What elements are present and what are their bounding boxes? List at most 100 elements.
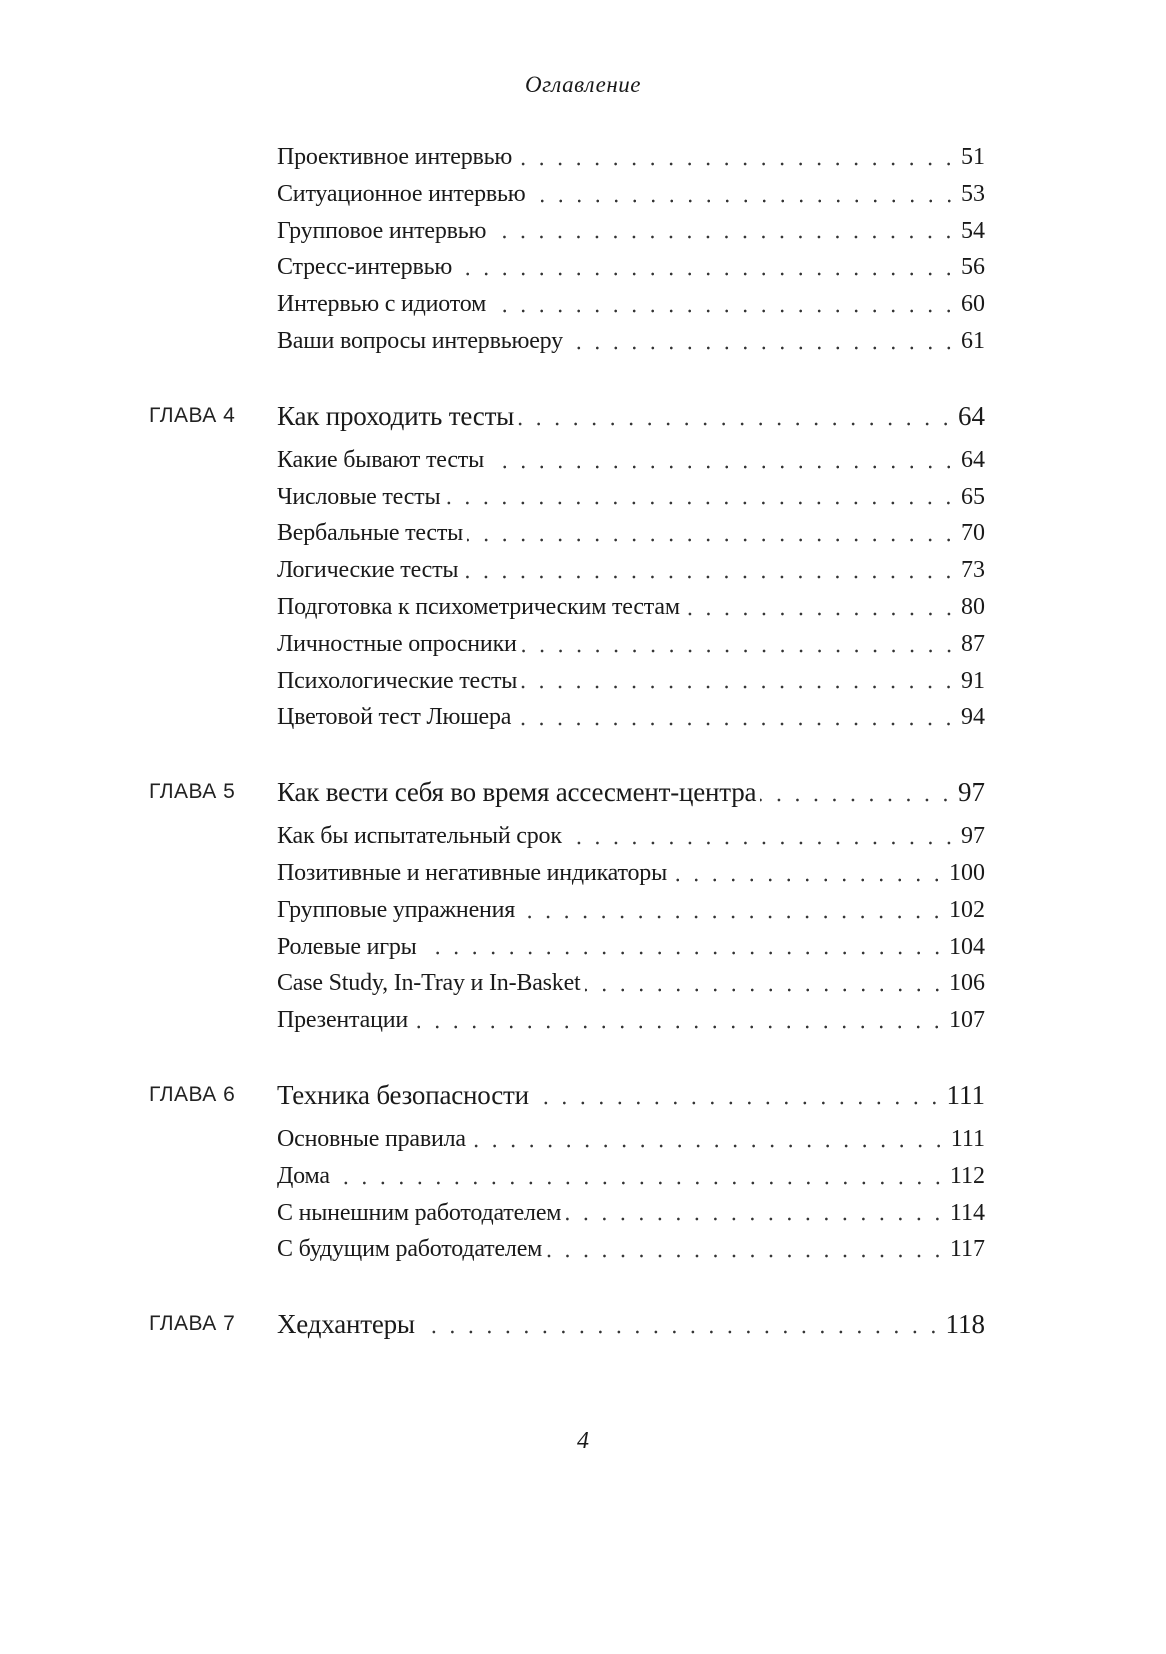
- toc-entry[interactable]: Психологические тесты 91: [277, 662, 985, 700]
- table-of-contents: Проективное интервью 51 Ситуационное интер…: [0, 139, 1166, 1380]
- dot-leader: [467, 515, 958, 553]
- toc-section: ГЛАВА 4 Как проходить тесты 64 Какие бывают…: [0, 393, 1166, 737]
- toc-entry[interactable]: Позитивные и негативные индикаторы 100: [277, 854, 985, 892]
- entry-page: 53: [961, 180, 985, 207]
- chapter-entry[interactable]: ГЛАВА 6 Техника безопасности 111: [149, 1072, 986, 1117]
- chapter-page: 111: [946, 1079, 986, 1110]
- entry-title: Интервью с идиотом: [277, 291, 487, 318]
- dot-leader: [521, 662, 958, 700]
- entry-page: 54: [961, 217, 985, 244]
- toc-section: Проективное интервью 51 Ситуационное интер…: [0, 139, 1166, 360]
- dot-leader: [490, 212, 958, 250]
- toc-entry[interactable]: Проективное интервью 51: [277, 139, 985, 176]
- entry-title: Цветовой тест Люшера: [277, 704, 512, 731]
- entry-title: Позитивные и негативные индикаторы: [277, 859, 668, 886]
- entry-page: 64: [961, 446, 985, 473]
- entry-title: Проективное интервью: [277, 144, 513, 170]
- toc-entry[interactable]: С нынешним работодателем 114: [277, 1194, 985, 1232]
- entry-title: Ситуационное интервью: [277, 180, 526, 207]
- toc-entry[interactable]: Вербальные тесты 70: [277, 515, 985, 553]
- entry-title: Основные правила: [277, 1125, 466, 1152]
- toc-entry[interactable]: Цветовой тест Люшера 94: [277, 699, 985, 737]
- dot-leader: [683, 588, 958, 626]
- toc-entry[interactable]: Ситуационное интервью 53: [277, 175, 985, 213]
- dot-leader: [518, 393, 955, 438]
- entry-page: 97: [961, 823, 985, 850]
- toc-entry[interactable]: Числовые тесты 65: [277, 478, 985, 516]
- entry-title: Case Study, In-Tray и In-Basket: [277, 970, 581, 997]
- toc-entry[interactable]: Личностные опросники 87: [277, 625, 985, 663]
- toc-entry[interactable]: Групповое интервью 54: [277, 212, 985, 250]
- page-number: 4: [577, 1428, 589, 1454]
- chapter-entry[interactable]: ГЛАВА 5 Как вести себя во время ассесмент…: [149, 770, 985, 815]
- toc-section: ГЛАВА 5 Как вести себя во время ассесмент…: [0, 770, 1166, 1039]
- entry-title: Презентации: [277, 1007, 409, 1034]
- entry-page: 87: [961, 630, 985, 657]
- chapter-page: 64: [958, 400, 985, 431]
- entry-title: Какие бывают тесты: [277, 446, 485, 473]
- dot-leader: [565, 818, 958, 855]
- entry-page: 94: [961, 704, 985, 731]
- toc-section: ГЛАВА 6 Техника безопасности 111 Основные п…: [0, 1072, 1166, 1269]
- toc-entry[interactable]: Ролевые игры 104: [277, 928, 985, 966]
- toc-entry[interactable]: С будущим работодателем 117: [277, 1231, 985, 1269]
- dot-leader: [412, 1002, 946, 1039]
- toc-section: ГЛАВА 7 Хедхантеры 118: [0, 1302, 1166, 1347]
- chapter-entry[interactable]: ГЛАВА 4 Как проходить тесты 64: [149, 393, 985, 438]
- dot-leader: [420, 928, 946, 966]
- entry-title: Как бы испытательный срок: [277, 823, 562, 850]
- entry-page: 117: [949, 1236, 985, 1263]
- entry-title: Групповое интервью: [277, 217, 487, 244]
- dot-leader: [418, 1302, 943, 1347]
- chapter-title: Хедхантеры: [277, 1309, 415, 1340]
- dot-leader: [444, 478, 958, 516]
- toc-entry[interactable]: Интервью с идиотом 60: [277, 286, 985, 323]
- entry-page: 112: [949, 1162, 985, 1189]
- dot-leader: [456, 249, 958, 287]
- dot-leader: [469, 1120, 948, 1158]
- dot-leader: [490, 286, 958, 323]
- toc-entry[interactable]: Какие бывают тесты 64: [277, 441, 985, 479]
- entry-title: Групповые упражнения: [277, 896, 516, 923]
- entry-title: Логические тесты: [277, 557, 459, 584]
- dot-leader: [333, 1157, 947, 1195]
- chapter-entry[interactable]: ГЛАВА 7 Хедхантеры 118: [149, 1302, 985, 1347]
- entry-title: Психологические тесты: [277, 667, 518, 694]
- entry-title: Стресс-интервью: [277, 254, 453, 281]
- chapter-label: ГЛАВА 6: [149, 1082, 236, 1106]
- toc-entry[interactable]: Дома 112: [277, 1157, 985, 1195]
- chapter-title: Как вести себя во время ассесмент-центра: [277, 777, 757, 808]
- toc-entry[interactable]: Подготовка к психометрическим тестам 80: [277, 588, 985, 626]
- entry-title: Числовые тесты: [277, 483, 441, 510]
- entry-page: 51: [961, 144, 985, 170]
- dot-leader: [520, 625, 958, 663]
- dot-leader: [671, 854, 946, 892]
- chapter-title: Как проходить тесты: [277, 400, 515, 431]
- entry-page: 65: [961, 483, 985, 510]
- toc-entry[interactable]: Ваши вопросы интервьюеру 61: [277, 322, 985, 360]
- toc-entry[interactable]: Групповые упражнения 102: [277, 891, 985, 929]
- entry-page: 100: [949, 859, 985, 886]
- entry-title: С нынешним работодателем: [277, 1199, 562, 1226]
- toc-entry[interactable]: Case Study, In-Tray и In-Basket 106: [277, 965, 985, 1003]
- dot-leader: [515, 699, 958, 737]
- toc-entry[interactable]: Логические тесты 73: [277, 552, 985, 589]
- dot-leader: [546, 1231, 947, 1269]
- entry-page: 56: [961, 254, 985, 281]
- entry-page: 61: [961, 327, 985, 354]
- entry-title: Подготовка к психометрическим тестам: [277, 593, 680, 620]
- entry-title: Дома: [277, 1162, 330, 1189]
- toc-entry[interactable]: Презентации 107: [277, 1002, 985, 1039]
- toc-entry[interactable]: Как бы испытательный срок 97: [277, 818, 985, 855]
- toc-entry[interactable]: Стресс-интервью 56: [277, 249, 985, 287]
- dot-leader: [519, 891, 946, 929]
- dot-leader: [462, 552, 958, 589]
- entry-page: 114: [949, 1199, 985, 1226]
- dot-leader: [516, 139, 958, 176]
- chapter-label: ГЛАВА 7: [149, 1312, 236, 1336]
- entry-page: 111: [950, 1125, 985, 1152]
- entry-page: 80: [961, 593, 985, 620]
- dot-leader: [565, 1194, 947, 1232]
- entry-page: 73: [961, 557, 985, 584]
- toc-entry[interactable]: Основные правила 111: [277, 1120, 985, 1158]
